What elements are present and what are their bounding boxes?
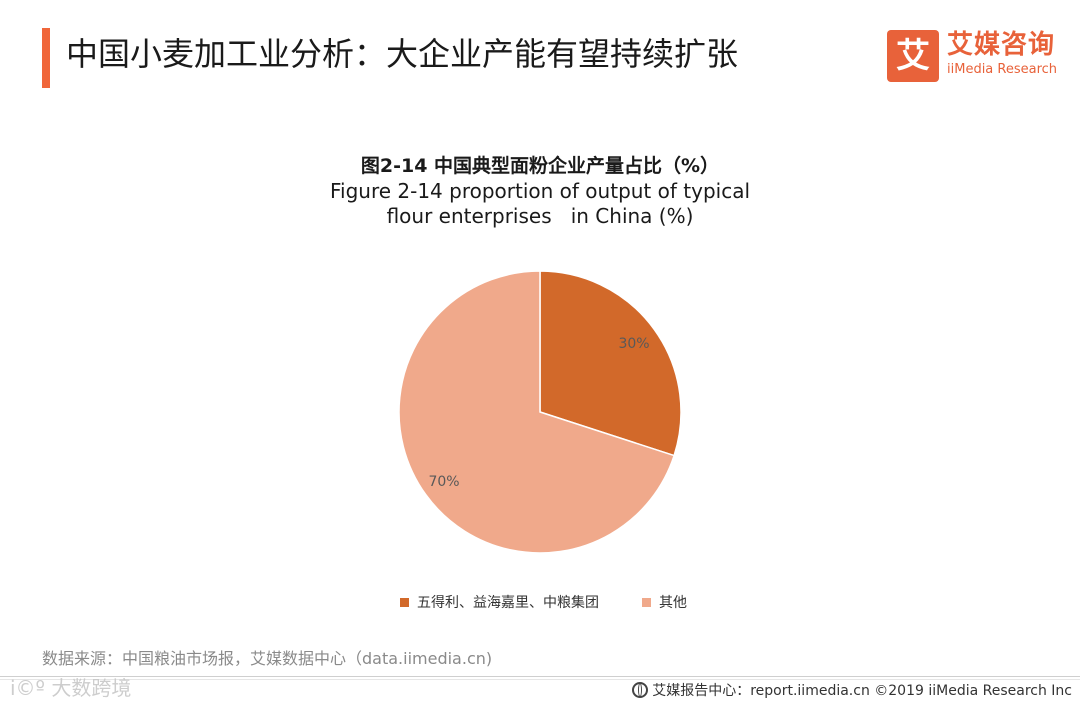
footer-credit: 艾媒报告中心：report.iimedia.cn ©2019 iiMedia R…	[632, 680, 1072, 700]
page-title: 中国小麦加工业分析：大企业产能有望持续扩张	[66, 35, 739, 73]
brand-name-cn: 艾媒咨询	[947, 30, 1056, 60]
legend-item-0: 五得利、益海嘉里、中粮集团	[400, 592, 599, 612]
chart-subtitle-line1: Figure 2-14 proportion of output of typi…	[329, 179, 751, 203]
pie-slice-0	[539, 270, 682, 457]
chart-subtitle-line2: flour enterprises in China (%)	[386, 204, 694, 228]
chart-title: 图2-14 中国典型面粉企业产量占比（%）	[360, 155, 720, 177]
legend-swatch-0	[400, 597, 409, 607]
chart-legend: 五得利、益海嘉里、中粮集团 其他	[0, 592, 1080, 616]
pie-slice-label-0: 30%	[618, 336, 649, 352]
footer-divider-secondary	[0, 679, 1080, 680]
brand-logo-block: 艾 艾媒咨询 iiMedia Research	[887, 30, 1062, 82]
globe-icon	[632, 682, 649, 698]
chart-title-block: 图2-14 中国典型面粉企业产量占比（%） Figure 2-14 propor…	[240, 154, 840, 229]
watermark-text: i©º 大数跨境	[10, 676, 132, 700]
footer-divider	[0, 676, 1080, 677]
legend-label-1: 其他	[659, 595, 687, 611]
legend-item-1: 其他	[642, 592, 687, 612]
brand-logo-icon: 艾	[887, 30, 939, 82]
pie-slice-label-1: 70%	[428, 474, 459, 490]
legend-label-0: 五得利、益海嘉里、中粮集团	[417, 595, 599, 611]
legend-swatch-1	[642, 597, 651, 607]
brand-name-en: iiMedia Research	[947, 62, 1058, 77]
data-source-note: 数据来源：中国粮油市场报，艾媒数据中心（data.iimedia.cn)	[42, 649, 493, 668]
pie-slice-1	[398, 270, 676, 554]
footer-credit-text: 艾媒报告中心：report.iimedia.cn ©2019 iiMedia R…	[652, 683, 1072, 699]
title-accent-bar	[42, 28, 50, 88]
